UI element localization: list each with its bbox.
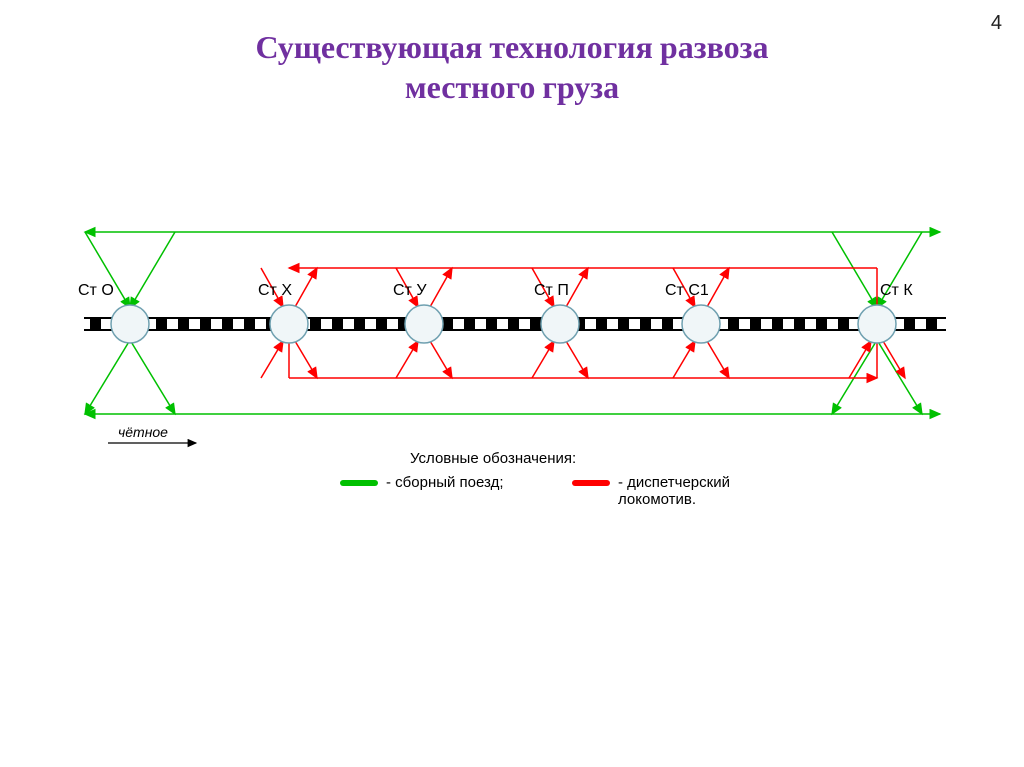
station-label-Y: Ст У	[393, 282, 427, 300]
legend-item-green: - сборный поезд;	[340, 474, 504, 491]
even-direction-label: чётное	[118, 424, 168, 440]
station-label-O: Ст О	[78, 282, 114, 300]
legend-swatch-red	[572, 480, 610, 486]
station-label-X: Ст Х	[258, 282, 292, 300]
legend-swatch-green	[340, 480, 378, 486]
station-label-C1: Ст С1	[665, 282, 709, 300]
even-direction-text: чётное	[118, 424, 168, 440]
legend-item-red: - диспетчерскийлокомотив.	[572, 474, 730, 508]
legend-text-red: - диспетчерскийлокомотив.	[618, 474, 730, 508]
station-label-K: Ст К	[880, 282, 913, 300]
legend-text-green: - сборный поезд;	[386, 474, 504, 491]
legend-title: Условные обозначения:	[410, 450, 576, 467]
station-label-P: Ст П	[534, 282, 569, 300]
diagram-svg	[0, 0, 1024, 767]
